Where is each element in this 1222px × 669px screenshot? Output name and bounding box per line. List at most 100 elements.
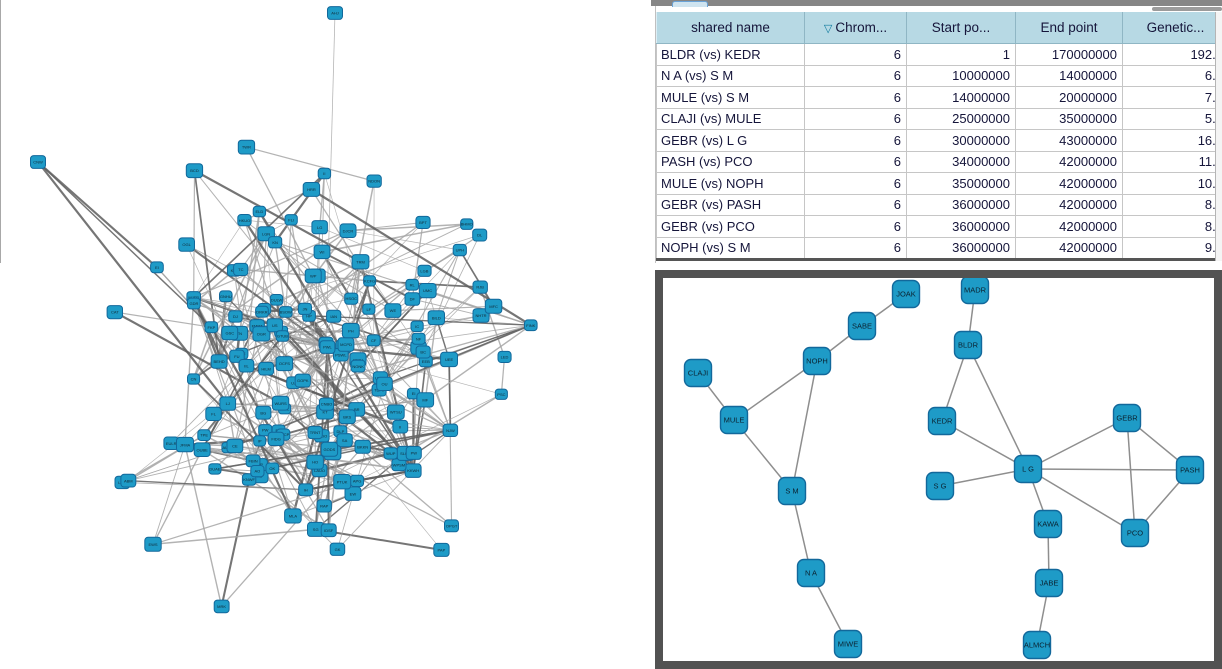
node[interactable]: NDON	[366, 174, 382, 188]
table-tab-fragment[interactable]	[672, 1, 708, 7]
node[interactable]: PSC	[494, 388, 508, 400]
node[interactable]: BC	[415, 345, 431, 359]
node-KEDR[interactable]: KEDR	[927, 406, 957, 436]
node[interactable]: FINK	[524, 319, 538, 332]
node[interactable]: BPT	[415, 215, 431, 229]
large-network-canvas[interactable]: AHJCNWTNNWULEDTDPJHKUOLGNBKKNNJWURJBDJHS…	[0, 0, 655, 669]
node-SG[interactable]: S G	[925, 471, 955, 501]
column-header-end-point[interactable]: End point	[1015, 12, 1123, 44]
node[interactable]: TRM	[351, 254, 370, 270]
node[interactable]: IC	[410, 320, 424, 333]
table-row[interactable]: PASH (vs) PCO 6 34000000 42000000 11.4	[656, 150, 1222, 173]
node[interactable]: WE	[384, 303, 402, 318]
node[interactable]: IH	[298, 483, 314, 497]
node[interactable]: OGL	[178, 237, 196, 252]
node[interactable]: CAT	[106, 305, 123, 320]
node[interactable]: OU	[376, 376, 393, 391]
node[interactable]: LG	[311, 220, 328, 235]
node[interactable]: RJB	[472, 280, 488, 294]
table-row[interactable]: CLAJI (vs) MULE 6 25000000 35000000 5.9	[656, 107, 1222, 130]
node[interactable]: AHJ	[327, 6, 343, 20]
table-row[interactable]: GEBR (vs) PCO 6 36000000 42000000 8.4	[656, 215, 1222, 238]
node[interactable]: GSC	[221, 325, 239, 341]
node[interactable]: APG	[349, 474, 365, 488]
node-JOAK[interactable]: JOAK	[891, 279, 921, 309]
node-NOPH[interactable]: NOPH	[802, 346, 832, 376]
node[interactable]: GK	[329, 542, 346, 556]
node[interactable]: CN	[187, 373, 201, 385]
node[interactable]: MLA	[284, 508, 302, 524]
node[interactable]: HO	[306, 454, 324, 470]
column-header-start-point[interactable]: Start po...	[906, 12, 1016, 44]
node[interactable]: BKS	[338, 409, 356, 425]
node[interactable]: OGR	[252, 326, 271, 342]
node[interactable]: II	[392, 419, 409, 434]
node[interactable]: WI	[313, 244, 331, 260]
node[interactable]: IIL	[238, 359, 255, 373]
node[interactable]: DULW	[269, 294, 284, 306]
node[interactable]: HSOC	[344, 292, 359, 305]
node[interactable]: WURS	[271, 395, 290, 411]
node[interactable]: PAP	[433, 542, 450, 557]
node[interactable]: HRR	[302, 182, 321, 197]
node-BLDR[interactable]: BLDR	[953, 330, 983, 360]
node-MADR[interactable]: MADR	[960, 278, 990, 305]
node[interactable]: CNW	[30, 155, 46, 169]
node[interactable]: BEHD	[210, 354, 228, 369]
node[interactable]: GODS	[320, 441, 339, 457]
node[interactable]: TC	[233, 262, 249, 276]
node[interactable]: NONK	[350, 359, 366, 373]
node[interactable]: TWR	[237, 139, 256, 155]
node[interactable]: DL	[472, 228, 488, 242]
node[interactable]: IDSF	[320, 523, 337, 538]
vertical-scrollbar-track[interactable]	[1215, 12, 1222, 261]
node[interactable]: II	[317, 167, 332, 180]
node[interactable]: JN	[297, 302, 312, 315]
node[interactable]: LJ	[219, 396, 237, 411]
node-CLAJI[interactable]: CLAJI	[683, 358, 713, 388]
filtered-network-canvas[interactable]: JOAK SABE NOPH CLAJI MULE S M N A MIWE MADR BLDR K…	[663, 278, 1214, 661]
node[interactable]: WP	[304, 268, 322, 284]
node[interactable]: GTUB	[275, 330, 290, 342]
node[interactable]: IAN	[326, 309, 342, 323]
node-NA[interactable]: N A	[796, 558, 826, 588]
node[interactable]: MCPD	[337, 337, 355, 352]
node[interactable]: DJ	[228, 310, 243, 323]
node[interactable]: BILD	[427, 310, 446, 326]
node[interactable]: TPE	[197, 429, 211, 441]
node[interactable]: NJW	[442, 423, 459, 438]
node[interactable]: UMC	[418, 283, 437, 299]
node[interactable]: OUBE	[193, 442, 211, 457]
node[interactable]: WUP	[383, 447, 399, 460]
node[interactable]: GDR	[187, 297, 201, 310]
node[interactable]: NF	[411, 332, 426, 345]
node-MIWE[interactable]: MIWE	[833, 629, 863, 659]
node[interactable]: CNBO	[318, 397, 335, 411]
table-row[interactable]: GEBR (vs) L G 6 30000000 43000000 16.9	[656, 129, 1222, 152]
node[interactable]: EI	[150, 261, 164, 274]
table-row[interactable]: NOPH (vs) S M 6 36000000 42000000 9.9	[656, 236, 1222, 260]
node-LG[interactable]: L G	[1013, 454, 1043, 484]
node[interactable]: FKP	[204, 321, 219, 334]
node[interactable]: NHTR	[472, 308, 490, 323]
node[interactable]: JFMA	[176, 436, 194, 453]
node[interactable]: WTSU	[387, 404, 405, 420]
node[interactable]: PW	[405, 446, 422, 460]
column-header-genetic[interactable]: Genetic...	[1122, 12, 1222, 44]
node[interactable]: GNHU	[219, 290, 233, 303]
node[interactable]: KN	[268, 236, 283, 249]
table-row[interactable]: BLDR (vs) KEDR 6 1 170000000 192.0	[656, 43, 1222, 66]
node[interactable]: EW	[344, 486, 362, 501]
node[interactable]: HILM	[258, 361, 275, 376]
node[interactable]: FL	[205, 406, 222, 421]
node[interactable]: MFC	[484, 298, 503, 314]
node[interactable]: FLI	[284, 214, 298, 226]
node[interactable]: CE	[226, 438, 244, 454]
node[interactable]: AO	[250, 465, 265, 478]
node[interactable]: OPGT	[444, 519, 459, 533]
node-SABE[interactable]: SABE	[847, 311, 877, 341]
node[interactable]: RL	[405, 278, 419, 291]
node[interactable]: PWL	[319, 340, 336, 354]
table-row[interactable]: MULE (vs) S M 6 14000000 20000000 7.5	[656, 86, 1222, 109]
node[interactable]: RAP	[316, 499, 332, 513]
